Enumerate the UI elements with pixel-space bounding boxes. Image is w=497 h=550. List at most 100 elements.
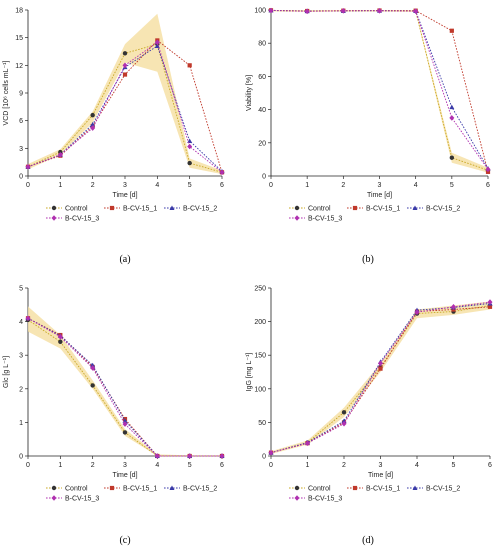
series-line [270,306,491,454]
legend-marker [109,485,115,491]
y-tick-label: 100 [254,386,266,393]
data-point [378,360,383,367]
data-point [154,453,160,459]
panel-c: 0 1 2 3 4 5 0 1 2 3 4 5 6 Time [d] Glc [g L⁻¹] Control B… [3,286,225,503]
x-tick-label: 6 [220,182,224,189]
series-line [270,10,489,171]
x-tick-label: 5 [450,182,454,189]
legend-label: Control [65,486,88,493]
x-tick-label: 1 [58,462,62,469]
y-tick-label: 0 [19,454,23,461]
panel-c-label: (c) [119,535,130,546]
x-tick-label: 0 [269,462,273,469]
y-tick-label: 50 [258,420,266,427]
legend-marker [109,205,115,211]
legend-marker [294,215,300,221]
data-point [122,62,128,69]
data-point [90,365,96,371]
legend-label: B-CV-15_2 [183,486,217,493]
series-line [270,10,489,170]
y-tick-label: 15 [15,35,23,42]
data-point [268,7,274,14]
legend-label: Control [308,206,331,213]
data-point [377,8,382,14]
legend-marker [294,495,300,501]
panel-b-label: (b) [362,254,374,265]
data-point [305,440,310,447]
x-tick-label: 4 [415,462,419,469]
data-point [90,362,96,368]
x-tick-label: 3 [378,182,382,189]
x-tick-label: 1 [58,182,62,189]
y-tick-label: 80 [258,41,266,48]
y-axis-label: Glc [g L⁻¹] [3,356,10,388]
y-tick-label: 18 [15,8,23,15]
y-tick-label: 40 [258,107,266,114]
y-tick-label: 9 [19,91,23,98]
x-tick-label: 6 [486,182,490,189]
data-point [187,160,192,166]
legend-marker [51,495,57,501]
x-tick-label: 3 [379,462,383,469]
y-tick-label: 0 [19,174,23,181]
data-point [341,420,347,427]
x-tick-label: 1 [305,182,309,189]
data-point [304,8,310,15]
legend-marker [294,485,300,491]
x-tick-label: 5 [188,182,192,189]
data-point [449,115,455,121]
panel-d: 0 50 100 150 200 250 0 1 2 3 4 5 6 Time [d] IgG [mg L⁻… [246,286,493,503]
legend-label: B-CV-15_2 [183,206,217,213]
data-point [187,63,192,68]
data-point [187,453,193,459]
panel-a-label: (a) [119,254,130,265]
data-point [485,166,491,173]
y-tick-label: 3 [19,146,23,153]
legend-label: Control [65,206,88,213]
legend-marker [51,215,57,221]
data-point [90,112,95,118]
x-tick-label: 6 [220,462,224,469]
data-point [122,51,128,56]
x-axis-label: Time [d] [368,472,393,479]
y-tick-label: 250 [254,286,266,293]
data-point [25,163,31,170]
data-point [451,304,456,310]
y-tick-label: 100 [254,8,266,15]
legend-label: B-CV-15_3 [308,216,342,223]
x-tick-label: 5 [188,462,192,469]
legend-label: B-CV-15_1 [366,206,400,213]
x-tick-label: 0 [26,182,30,189]
y-axis-label: IgG [mg L⁻¹] [246,353,253,392]
legend-marker [412,485,418,490]
data-point [413,8,419,14]
x-axis-label: Time [d] [367,192,392,199]
legend-label: B-CV-15_3 [65,216,99,223]
x-tick-label: 2 [91,462,95,469]
x-tick-label: 0 [26,462,30,469]
data-point [340,8,346,14]
x-axis-label: Time [d] [112,192,137,199]
y-tick-label: 60 [258,74,266,81]
x-tick-label: 3 [123,462,127,469]
x-axis-label: Time [d] [112,472,137,479]
data-point [378,366,383,371]
y-tick-label: 200 [254,319,266,326]
y-tick-label: 0 [262,454,266,461]
y-tick-label: 6 [19,118,23,125]
x-tick-label: 2 [91,182,95,189]
x-tick-label: 3 [123,182,127,189]
legend-marker [169,485,175,490]
panel-d-label: (d) [362,535,374,546]
y-tick-label: 150 [254,353,266,360]
data-point [154,43,160,48]
series-line [270,303,491,454]
data-point [154,39,160,46]
data-point [219,453,225,459]
legend-marker [352,205,358,211]
legend-marker [294,205,300,211]
x-tick-label: 1 [306,462,310,469]
y-tick-label: 1 [19,420,23,427]
data-point [57,151,63,158]
series-line [270,305,491,454]
